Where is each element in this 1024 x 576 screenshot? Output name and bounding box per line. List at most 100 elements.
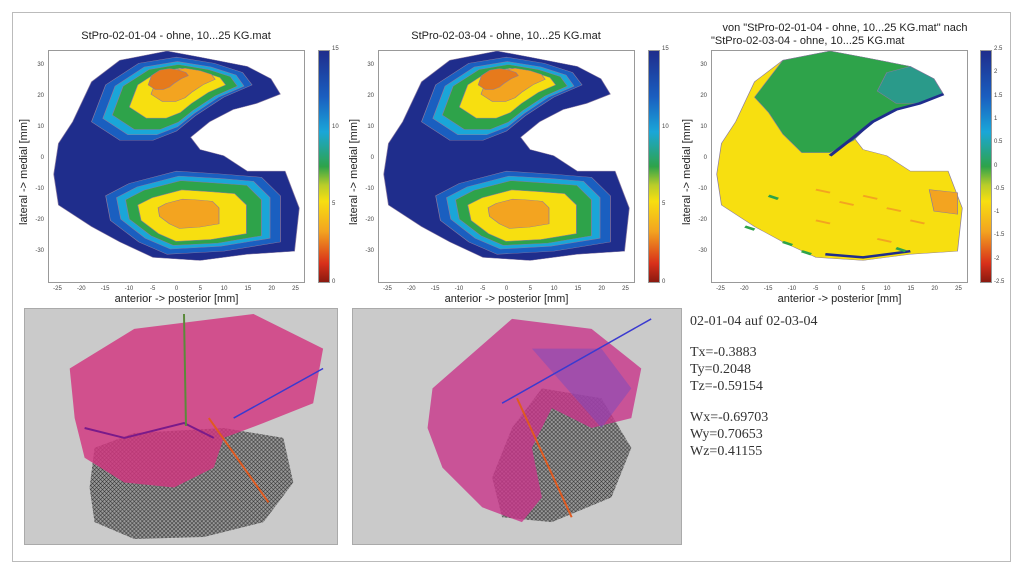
x-tick-label: 15	[574, 286, 582, 292]
wx-value: Wx=-0.69703	[690, 410, 769, 425]
x-tick-label: -15	[100, 286, 110, 292]
colorbar	[980, 50, 992, 283]
plot-title: StPro-02-03-04 - ohne, 10...25 KG.mat	[411, 30, 601, 42]
streak-orange	[815, 219, 831, 225]
x-tick-label: -10	[787, 286, 797, 292]
colorbar-tick-label: 2.5	[994, 46, 1003, 52]
ty-value: Ty=0.2048	[690, 362, 751, 377]
colorbar-tick-label: 1	[994, 115, 998, 122]
cartilage-surface	[69, 313, 324, 488]
colorbar	[648, 50, 660, 283]
x-tick-label: 25	[622, 286, 629, 292]
x-tick-label: -25	[383, 286, 392, 292]
y-tick-label: 20	[37, 92, 44, 99]
x-tick-label: 15	[244, 286, 252, 292]
x-axis-label: anterior -> posterior [mm]	[114, 293, 239, 305]
x-tick-label: 0	[504, 286, 509, 292]
y-tick-label: -20	[365, 216, 374, 223]
y-tick-label: 30	[367, 61, 374, 68]
streak-green	[767, 194, 779, 200]
streak-orange	[862, 194, 878, 200]
x-tick-label: -25	[53, 286, 62, 292]
x-tick-label: -5	[480, 286, 486, 292]
x-tick-label: -20	[76, 286, 86, 292]
wz-value: Wz=0.41155	[690, 444, 763, 459]
x-tick-label: 10	[883, 286, 891, 292]
y-tick-label: -20	[698, 216, 707, 223]
y-tick-label: -10	[365, 185, 374, 192]
colorbar-tick-label: 0	[662, 279, 666, 285]
colorbar-tick-label: 10	[662, 123, 669, 130]
edge-positive	[828, 93, 945, 157]
y-tick-label: 30	[700, 61, 707, 68]
plot-title-line2: "StPro-02-03-04 - ohne, 10...25 KG.mat	[711, 35, 905, 47]
streak-green	[744, 225, 756, 231]
colorbar	[318, 50, 330, 283]
plot-title-line1: von "StPro-02-01-04 - ohne, 10...25 KG.m…	[722, 22, 968, 34]
x-tick-label: -10	[124, 286, 134, 292]
y-tick-label: 10	[367, 123, 374, 130]
y-axis-label: lateral -> medial [mm]	[681, 118, 693, 225]
heatmap-axes	[48, 50, 305, 283]
heatmap-axes	[711, 50, 968, 283]
colorbar-tick-label: -1	[994, 209, 1000, 216]
heatmap	[53, 51, 300, 261]
x-tick-label: 15	[907, 286, 915, 292]
colorbar-tick-label: 2	[994, 69, 998, 76]
streak-orange	[876, 238, 892, 243]
y-tick-label: -20	[35, 216, 44, 223]
streak-green	[895, 247, 907, 253]
heatmap	[716, 51, 963, 261]
y-tick-label: -10	[698, 185, 707, 192]
y-tick-label: -10	[35, 185, 44, 192]
render-3d-right	[352, 308, 682, 545]
colorbar-tick-label: 1.5	[994, 92, 1003, 99]
colorbar-tick-label: -1.5	[994, 232, 1005, 239]
x-tick-label: -5	[150, 286, 156, 292]
render-3d-left	[24, 308, 338, 545]
region-level-orange	[487, 198, 550, 229]
y-tick-label: -30	[365, 247, 374, 254]
y-axis-label: lateral -> medial [mm]	[18, 118, 30, 225]
colorbar-tick-label: -2.5	[994, 279, 1005, 285]
y-tick-label: 10	[700, 123, 707, 130]
x-tick-label: 20	[598, 286, 606, 292]
streak-orange	[909, 219, 925, 225]
x-tick-label: 0	[837, 286, 842, 292]
region-level-orange	[157, 198, 220, 229]
x-tick-label: -20	[406, 286, 416, 292]
plot-title: StPro-02-01-04 - ohne, 10...25 KG.mat	[81, 30, 271, 42]
x-tick-label: 5	[861, 286, 865, 292]
x-tick-label: 20	[268, 286, 276, 292]
region-level-dark-orange	[147, 68, 189, 90]
heatmap-axes	[378, 50, 635, 283]
y-tick-label: -30	[35, 247, 44, 254]
x-axis-label: anterior -> posterior [mm]	[444, 293, 569, 305]
y-axis-label: lateral -> medial [mm]	[348, 118, 360, 225]
streak-orange	[815, 188, 831, 194]
streak-green	[800, 250, 813, 256]
x-tick-label: -10	[454, 286, 464, 292]
x-tick-label: 20	[931, 286, 939, 292]
registration-parameters: 02-01-04 auf 02-03-04 Tx=-0.3883 Ty=0.20…	[690, 313, 818, 460]
registration-heading: 02-01-04 auf 02-03-04	[690, 314, 818, 329]
streak-green	[781, 240, 794, 247]
x-tick-label: -5	[813, 286, 819, 292]
heatmap	[383, 51, 630, 261]
colorbar-tick-label: 0	[332, 279, 336, 285]
colorbar-tick-label: -2	[994, 255, 1000, 262]
colorbar-tick-label: 5	[662, 201, 666, 208]
y-tick-label: 0	[703, 154, 707, 161]
y-tick-label: 20	[367, 92, 374, 99]
x-tick-label: -20	[739, 286, 749, 292]
colorbar-tick-label: 0	[994, 162, 998, 169]
region-level-dark-orange	[477, 68, 519, 90]
y-tick-label: 0	[40, 154, 44, 161]
wy-value: Wy=0.70653	[690, 427, 763, 442]
x-axis-label: anterior -> posterior [mm]	[777, 293, 902, 305]
y-tick-label: 10	[37, 123, 44, 130]
colorbar-tick-label: 15	[662, 46, 669, 52]
colorbar-tick-label: 5	[332, 201, 336, 208]
colorbar-tick-label: 15	[332, 46, 339, 52]
y-tick-label: 0	[370, 154, 374, 161]
